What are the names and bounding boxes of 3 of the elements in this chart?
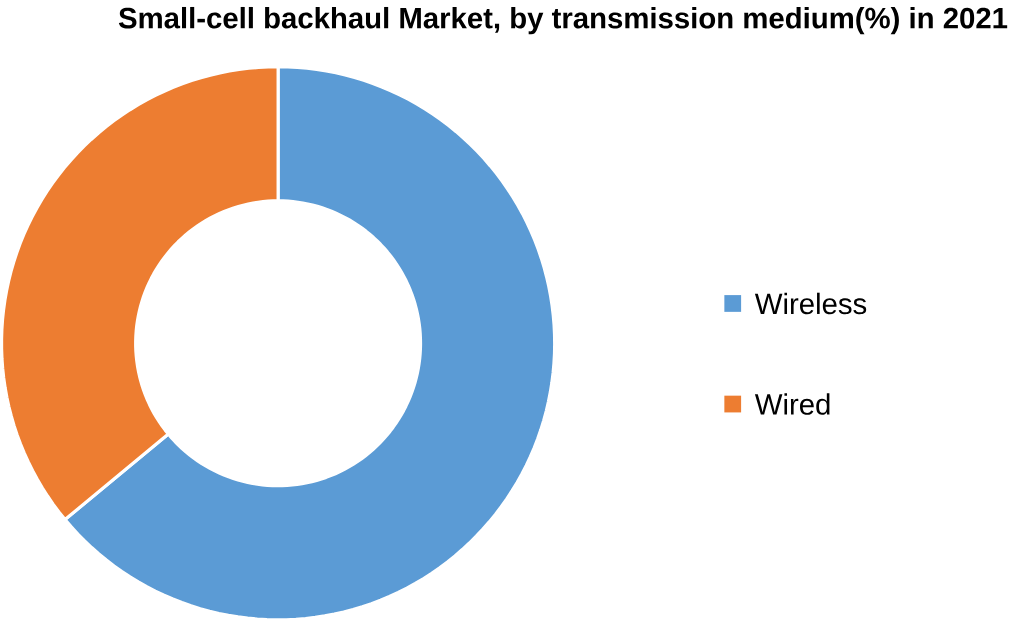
legend-label: Wired: [754, 393, 830, 415]
chart-title: Small-cell backhaul Market, by transmission medium(%) in 2021: [118, 6, 1008, 35]
legend-label: Wireless: [754, 292, 867, 315]
